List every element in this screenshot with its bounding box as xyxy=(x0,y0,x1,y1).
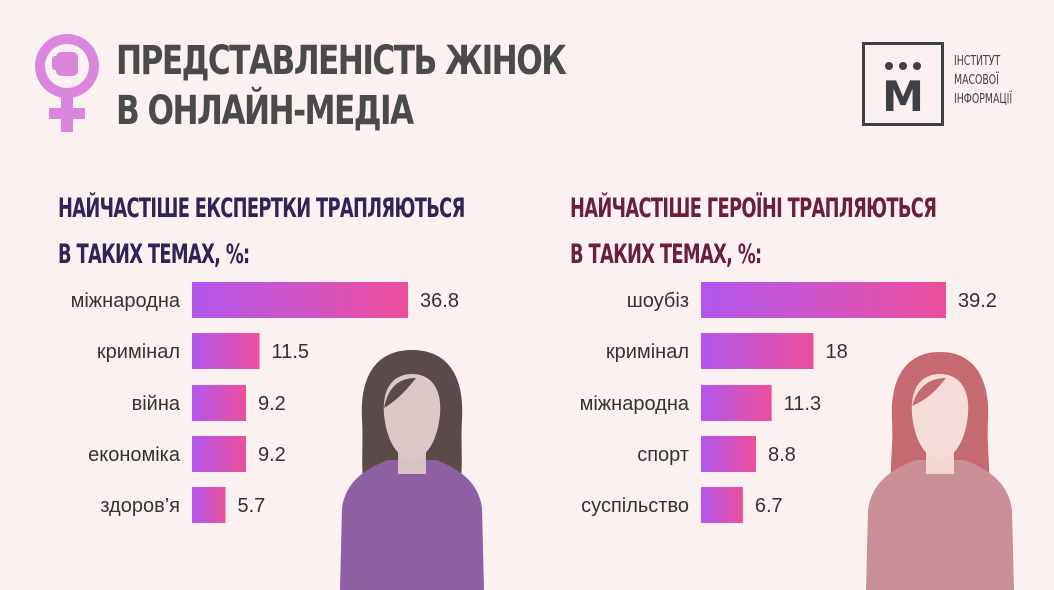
logo-letter: М xyxy=(882,72,924,121)
title-line-2: В ОНЛАЙН-МЕДІА xyxy=(116,88,414,134)
title-line-1: ПРЕДСТАВЛЕНІСТЬ ЖІНОК xyxy=(116,38,567,84)
experts-category-label-0: міжнародна xyxy=(71,290,181,312)
heroines-bar-2 xyxy=(701,385,772,421)
heroines-category-label-1: кримінал xyxy=(606,341,689,363)
heroines-category-label-0: шоубіз xyxy=(627,290,689,312)
experts-chart-heading: НАЙЧАСТІШЕ ЕКСПЕРТКИ ТРАПЛЯЮТЬСЯ В ТАКИХ… xyxy=(58,186,465,278)
heroines-bar-4 xyxy=(701,487,743,523)
institute-logo: М ІНСТИТУТ МАСОВОЇ ІНФОРМАЦІЇ xyxy=(862,42,1034,126)
heroines-bar-0 xyxy=(701,282,946,318)
experts-category-label-3: економіка xyxy=(88,444,181,466)
heroines-category-label-2: міжнародна xyxy=(580,393,690,415)
experts-bar-1 xyxy=(192,333,260,369)
experts-value-label-0: 36.8 xyxy=(420,290,459,312)
heroines-chart-heading: НАЙЧАСТІШЕ ГЕРОЇНІ ТРАПЛЯЮТЬСЯ В ТАКИХ Т… xyxy=(570,186,937,278)
experts-heading-line-1: НАЙЧАСТІШЕ ЕКСПЕРТКИ ТРАПЛЯЮТЬСЯ xyxy=(58,193,465,224)
logo-line-2: МАСОВОЇ xyxy=(954,73,999,88)
experts-bar-2 xyxy=(192,385,247,421)
experts-bar-4 xyxy=(192,487,226,523)
heroines-heading-line-2: В ТАКИХ ТЕМАХ, %: xyxy=(570,239,762,270)
logo-text: ІНСТИТУТ МАСОВОЇ ІНФОРМАЦІЇ xyxy=(954,52,1012,109)
heroines-bar-3 xyxy=(701,436,756,472)
experts-value-label-2: 9.2 xyxy=(258,393,286,415)
experts-value-label-1: 11.5 xyxy=(272,341,309,363)
experts-value-label-4: 5.7 xyxy=(237,495,265,517)
heroines-bar-1 xyxy=(701,333,814,369)
heroines-category-label-4: суспільство xyxy=(581,495,689,517)
heroines-value-label-3: 8.8 xyxy=(768,444,796,466)
experts-category-label-2: війна xyxy=(132,393,181,415)
logo-line-3: ІНФОРМАЦІЇ xyxy=(954,92,1013,107)
female-fist-icon xyxy=(35,34,99,132)
page-title: ПРЕДСТАВЛЕНІСТЬ ЖІНОК В ОНЛАЙН-МЕДІА xyxy=(116,36,567,136)
heroines-value-label-4: 6.7 xyxy=(755,495,783,517)
heroines-value-label-2: 11.3 xyxy=(784,393,821,415)
heroine-woman-illustration xyxy=(866,352,1014,590)
heroines-heading-line-1: НАЙЧАСТІШЕ ГЕРОЇНІ ТРАПЛЯЮТЬСЯ xyxy=(570,193,937,224)
heroines-value-label-0: 39.2 xyxy=(958,290,997,312)
experts-category-label-1: кримінал xyxy=(97,341,180,363)
experts-bar-0 xyxy=(192,282,409,318)
experts-heading-line-2: В ТАКИХ ТЕМАХ, %: xyxy=(58,239,250,270)
expert-woman-illustration xyxy=(340,350,484,590)
logo-m-icon: М xyxy=(882,62,924,121)
experts-value-label-3: 9.2 xyxy=(258,444,286,466)
experts-bar-3 xyxy=(192,436,247,472)
logo-line-1: ІНСТИТУТ xyxy=(954,54,1001,69)
heroines-category-label-3: спорт xyxy=(637,444,689,466)
heroines-value-label-1: 18 xyxy=(826,341,848,363)
experts-category-label-4: здоров’я xyxy=(100,495,180,517)
logo-mark: М xyxy=(862,42,944,126)
